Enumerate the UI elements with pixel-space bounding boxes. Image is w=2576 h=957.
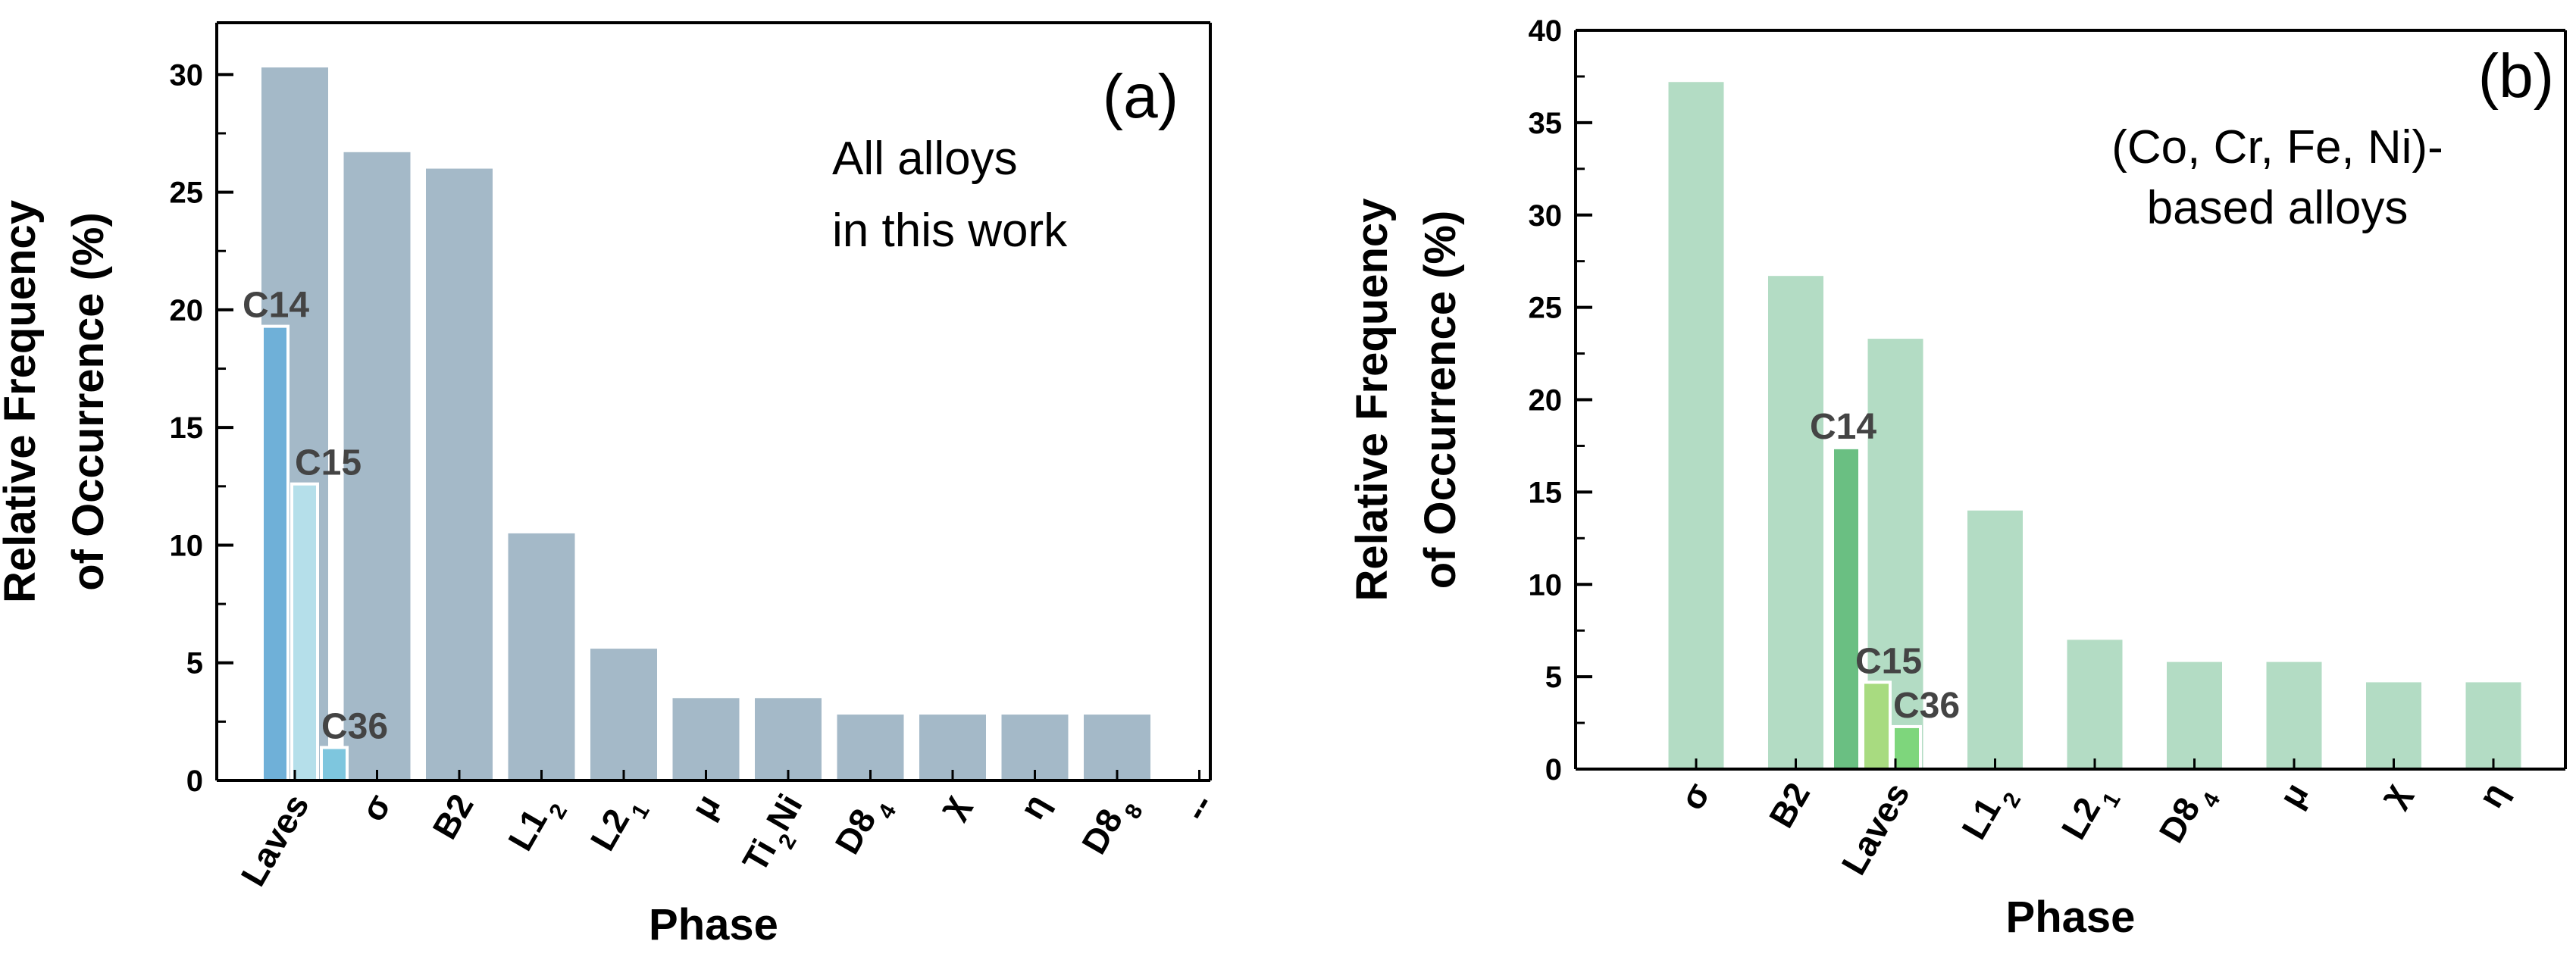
- laves-subtype-bar: [1831, 446, 1861, 771]
- category-main-text: χ: [2371, 776, 2416, 813]
- x-category-label: χ: [930, 787, 975, 824]
- x-category-label: η: [1012, 787, 1056, 825]
- category-main-text: η: [2471, 776, 2515, 814]
- bar: [1668, 82, 1724, 769]
- x-category-label: σ: [352, 787, 399, 827]
- bar: [1001, 715, 1069, 780]
- category-main-text: χ: [930, 787, 975, 824]
- x-category-label: B2: [1761, 776, 1817, 834]
- bar: [755, 698, 822, 780]
- y-tick-label: 20: [170, 294, 204, 327]
- category-main-text: B2: [1761, 776, 1817, 834]
- bar: [2366, 682, 2421, 769]
- bar: [2167, 661, 2222, 769]
- bar: [2266, 661, 2322, 769]
- annotation-text: (Co, Cr, Fe, Ni)-: [2111, 121, 2443, 174]
- laves-subtype-bar: [261, 324, 290, 783]
- x-category-label: D84: [827, 787, 901, 866]
- bar: [1084, 715, 1150, 780]
- bar: [1768, 276, 1823, 769]
- x-category-label: B2: [424, 787, 480, 846]
- category-main-text: μ: [683, 787, 728, 825]
- x-category-label: μ: [2271, 776, 2316, 814]
- category-main-text: Laves: [233, 787, 316, 893]
- y-tick-label: 10: [1529, 568, 1563, 602]
- x-category-label: μ: [683, 787, 728, 825]
- y-tick-label: 20: [1529, 384, 1563, 418]
- chart-panel-a: C14 C15 C36 0 5 10 15 20 25 30 Laves σ B2 L12 L21 μTi2N…: [0, 21, 1221, 949]
- y-tick-label: 15: [1529, 476, 1563, 509]
- x-category-label: η: [2471, 776, 2515, 814]
- bar: [672, 698, 740, 780]
- category-main-text: σ: [1672, 776, 1718, 816]
- x-category-label: Ti2Ni: [734, 787, 818, 884]
- panel-label: (b): [2478, 42, 2554, 111]
- laves-subtype-label: C36: [321, 707, 388, 747]
- y-tick-label: 15: [170, 411, 204, 445]
- bar: [919, 715, 986, 780]
- category-main-text: η: [1012, 787, 1056, 825]
- y-tick-label: 25: [170, 177, 204, 210]
- y-tick-label: 30: [1529, 199, 1563, 233]
- y-tick-label: 35: [1529, 107, 1563, 140]
- panel-label: (a): [1103, 62, 1178, 131]
- category-tail-text: Ni: [759, 787, 810, 837]
- x-category-label: L12: [500, 787, 572, 862]
- x-category-label: D84: [2151, 776, 2225, 855]
- laves-subtype-label: C15: [295, 443, 362, 483]
- x-category-label: χ: [2371, 776, 2416, 813]
- laves-subtype-label: C36: [1893, 686, 1960, 726]
- category-main-text: --: [1175, 787, 1221, 827]
- x-category-label: L12: [1954, 776, 2026, 851]
- bar: [837, 715, 904, 780]
- annotation-text: All alloys: [832, 133, 1018, 185]
- x-axis-title: Phase: [2006, 893, 2136, 942]
- x-category-label: Laves: [1833, 776, 1917, 881]
- category-main-text: Laves: [1833, 776, 1917, 881]
- y-axis-title: of Occurrence (%): [1416, 211, 1465, 590]
- x-category-label: L21: [2053, 776, 2125, 851]
- x-category-label: Laves: [233, 787, 316, 893]
- y-tick-label: 30: [170, 58, 204, 92]
- y-axis-title: Relative Frequency: [0, 200, 45, 603]
- y-tick-label: 40: [1529, 14, 1563, 48]
- laves-subtype-label: C14: [1810, 407, 1876, 447]
- y-tick-label: 5: [186, 647, 203, 680]
- bar: [426, 168, 493, 781]
- bar: [508, 533, 575, 780]
- annotation-text: based alloys: [2147, 182, 2409, 234]
- category-main-text: μ: [2271, 776, 2316, 814]
- laves-subtype-bar: [290, 482, 319, 783]
- bar: [1967, 510, 2023, 769]
- bar: [590, 649, 657, 780]
- y-tick-label: 0: [186, 765, 203, 798]
- x-category-label: D88: [1074, 787, 1147, 865]
- laves-subtype-bar: [1861, 680, 1892, 771]
- category-main-text: B2: [424, 787, 480, 846]
- bar: [2465, 682, 2521, 769]
- annotation-text: in this work: [832, 205, 1068, 257]
- x-category-label: σ: [1672, 776, 1718, 816]
- x-category-label: L21: [582, 787, 654, 862]
- y-axis-title: of Occurrence (%): [64, 212, 113, 591]
- bar: [2067, 640, 2123, 769]
- y-tick-label: 25: [1529, 292, 1563, 325]
- laves-subtype-bar: [1892, 724, 1922, 771]
- y-tick-label: 0: [1545, 753, 1562, 787]
- y-tick-label: 5: [1545, 661, 1562, 694]
- category-main-text: σ: [352, 787, 399, 827]
- laves-subtype-bar: [320, 746, 349, 782]
- y-tick-label: 10: [170, 529, 204, 562]
- chart-panel-b: C14 C15 C36 0 5 10 15 20 25 30 35 40 σ B2 Laves L12 L21 D…: [1347, 14, 2567, 942]
- y-axis-title: Relative Frequency: [1347, 199, 1397, 602]
- x-axis-title: Phase: [649, 900, 778, 949]
- bar: [343, 152, 411, 781]
- laves-subtype-label: C15: [1855, 641, 1922, 681]
- laves-subtype-label: C14: [243, 286, 309, 326]
- x-category-label: --: [1175, 787, 1221, 827]
